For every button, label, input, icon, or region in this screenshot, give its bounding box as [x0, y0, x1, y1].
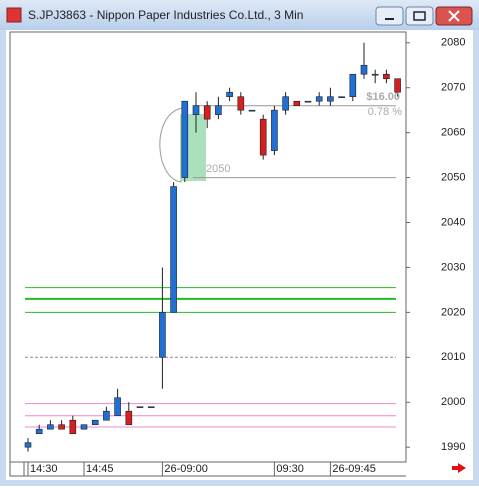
candle-body — [47, 424, 54, 430]
candle-body — [371, 73, 379, 76]
candle-body — [226, 91, 233, 98]
candle-body — [80, 424, 88, 430]
scroll-arrow[interactable] — [452, 463, 466, 473]
y-tick-label: 2060 — [441, 127, 465, 139]
y-tick-label: 2010 — [441, 351, 465, 363]
candle-body — [69, 419, 77, 434]
candle-body — [58, 424, 65, 430]
candle-body — [259, 118, 267, 156]
candle-body — [338, 96, 345, 99]
candle-body — [360, 64, 368, 75]
candle-body — [35, 428, 43, 434]
candle-body — [271, 109, 278, 151]
y-tick-label: 2020 — [441, 306, 465, 318]
y-tick-label: 2030 — [441, 261, 465, 273]
level-label: 2050 — [206, 163, 230, 175]
x-tick-label: 26-09:00 — [164, 463, 207, 475]
candle-body — [349, 73, 357, 98]
candle-body — [192, 105, 200, 115]
candle-body — [304, 100, 312, 103]
candle-body — [293, 100, 301, 106]
maximize-glyph — [413, 11, 426, 21]
y-tick-label: 2000 — [441, 396, 465, 408]
y-tick-label: 1990 — [441, 441, 465, 453]
candle-body — [114, 397, 121, 417]
window-title: S.JPJ3863 - Nippon Paper Industries Co.L… — [28, 8, 303, 22]
x-tick-label: 09:30 — [276, 463, 304, 475]
candle-body — [136, 406, 144, 409]
y-tick-label: 2080 — [441, 37, 465, 49]
candle-body — [181, 100, 189, 178]
price-change: $16.00 — [366, 91, 400, 103]
minimize-button[interactable] — [375, 6, 404, 26]
candle-body — [159, 312, 166, 358]
corner-box — [9, 461, 25, 477]
candle-body — [24, 442, 32, 448]
candle-body — [237, 96, 245, 111]
candle-body — [125, 410, 133, 426]
maximize-button[interactable] — [405, 6, 434, 26]
x-tick-label: 14:45 — [86, 463, 114, 475]
candle-body — [103, 410, 110, 421]
candle-body — [170, 186, 177, 313]
measure-arc — [159, 107, 183, 183]
plot-area — [9, 31, 407, 463]
x-tick-label: 26-09:45 — [332, 463, 375, 475]
candle-body — [248, 109, 256, 112]
y-tick-label: 2070 — [441, 82, 465, 94]
candle-body — [215, 105, 222, 115]
candle-body — [327, 96, 334, 102]
app-icon — [6, 7, 22, 23]
candle-body — [394, 78, 401, 93]
candle-body — [147, 406, 155, 409]
candle-body — [91, 419, 99, 426]
candle-body — [282, 96, 289, 111]
y-tick-label: 2050 — [441, 171, 465, 183]
candle-body — [383, 73, 390, 80]
x-tick-label: 14:30 — [30, 463, 58, 475]
candle-body — [203, 105, 211, 120]
y-tick-label: 2040 — [441, 216, 465, 228]
candle-body — [315, 96, 323, 102]
percent-change: 0.78 % — [368, 106, 402, 118]
close-glyph — [448, 10, 460, 22]
